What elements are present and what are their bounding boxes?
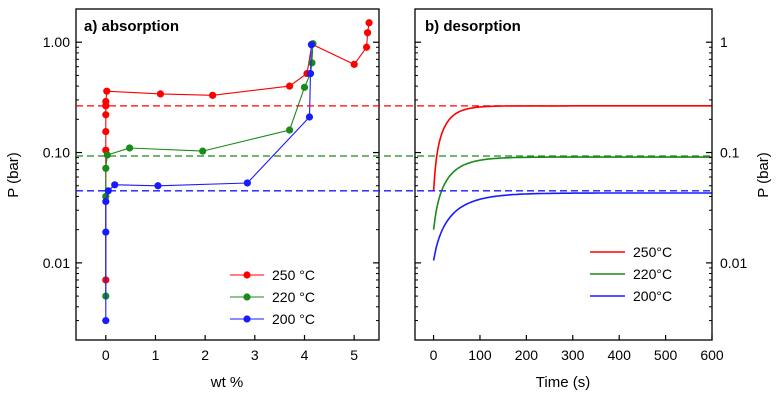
desorption-x-tick-label: 200 [515,347,539,363]
absorption-data-point [103,87,111,95]
absorption-data-point [243,179,251,187]
desorption-plot-frame [414,8,713,341]
absorption-data-point [208,91,217,99]
absorption-data-point [102,127,110,136]
absorption-series [102,19,373,325]
absorption-series-line [105,43,314,297]
absorption-y-tick-label: 0.01 [43,255,70,271]
absorption-y-axis-title: P (bar) [5,152,22,198]
absorption-y-ticks: 0.01 0.10 1.00 [43,8,379,341]
absorption-x-axis-title: wt % [210,374,244,391]
absorption-data-point [300,83,309,91]
absorption-x-tick-label: 2 [201,347,209,363]
absorption-data-point [306,69,315,78]
desorption-series-line [432,156,712,230]
panel-absorption: 0 1 2 3 4 5 0.01 0.10 1.00 a) absorption wt % P… [5,8,380,391]
desorption-x-tick-label: 600 [700,347,724,363]
desorption-y-axis-title: P (bar) [755,152,772,198]
absorption-data-point [350,60,358,68]
desorption-x-tick-label: 100 [468,347,492,363]
absorption-y-tick-label: 1.00 [43,34,70,50]
absorption-data-point [362,43,371,51]
absorption-series-line [105,44,312,321]
absorption-x-tick-label: 4 [301,347,309,363]
desorption-legend-label: 220°C [633,266,672,282]
absorption-legend-label: 250 °C [272,267,315,283]
desorption-panel-title: b) desorption [425,18,521,35]
desorption-y-ticks: 0.01 0.1 1 [415,8,747,341]
absorption-legend-label: 220 °C [272,289,315,305]
absorption-plot-frame [75,8,380,341]
desorption-y-tick-label: 0.1 [720,145,740,161]
absorption-data-point [199,147,207,155]
absorption-data-point [285,82,294,90]
absorption-x-tick-label: 5 [350,347,358,363]
absorption-series-line [105,22,370,280]
absorption-data-point [126,144,134,152]
desorption-x-tick-label: 500 [654,347,678,363]
absorption-data-point [102,97,110,106]
absorption-data-point [103,151,111,159]
absorption-data-point [154,182,162,190]
absorption-data-point [308,59,316,67]
desorption-y-tick-label: 0.01 [720,255,747,271]
desorption-x-tick-label: 400 [608,347,632,363]
desorption-y-tick-label: 1 [720,34,728,50]
absorption-y-tick-label: 0.10 [43,145,70,161]
desorption-series-line [432,105,712,191]
desorption-legend: 250°C 220°C 200°C [590,244,672,304]
desorption-legend-label: 200°C [633,288,672,304]
panel-desorption: 0 100 200 300 400 500 600 0.01 0.1 1 b) desorpti… [414,8,772,391]
absorption-x-ticks: 0 1 2 3 4 5 [102,335,358,363]
absorption-legend-marker [243,293,251,301]
desorption-legend-label: 250°C [633,244,672,260]
absorption-data-point [102,164,110,172]
absorption-panel-title: a) absorption [84,18,179,35]
absorption-data-point [305,113,314,121]
desorption-x-ticks: 0 100 200 300 400 500 600 [430,335,724,363]
desorption-x-axis-title: Time (s) [536,374,590,391]
absorption-x-tick-label: 3 [251,347,259,363]
absorption-data-point [111,181,119,189]
absorption-x-tick-label: 0 [102,347,110,363]
absorption-legend: 250 °C 220 °C 200 °C [230,267,315,327]
absorption-data-point [363,29,372,37]
desorption-series [432,105,712,261]
absorption-data-point [102,228,110,236]
absorption-data-point [156,90,165,98]
desorption-x-tick-label: 300 [561,347,585,363]
absorption-legend-marker [243,271,251,279]
absorption-data-point [285,126,294,134]
desorption-x-tick-label: 0 [430,347,438,363]
absorption-legend-label: 200 °C [272,311,315,327]
absorption-data-point [307,41,316,49]
absorption-data-point [104,187,112,195]
absorption-data-point [365,19,373,27]
absorption-data-point [102,316,110,325]
absorption-x-tick-label: 1 [152,347,160,363]
absorption-legend-marker [243,315,251,323]
absorption-data-point [102,197,110,206]
absorption-data-point [102,111,110,119]
desorption-series-line [432,192,712,261]
reference-lines [76,105,712,192]
